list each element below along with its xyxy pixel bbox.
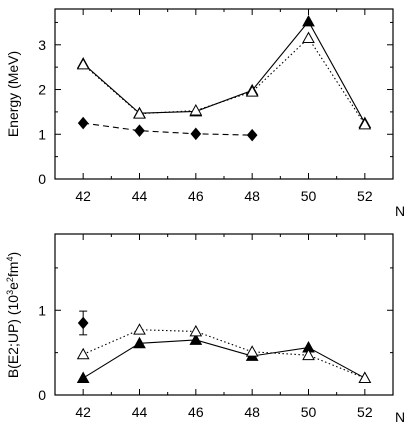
series-2-point (358, 117, 372, 130)
series-3-point (77, 316, 89, 330)
x-tick-label: 42 (75, 404, 91, 420)
x-tick-label: 44 (132, 188, 148, 204)
x-tick-label: 46 (188, 188, 204, 204)
series-3-point (246, 128, 258, 142)
y-axis-label: Energy (MeV) (5, 51, 21, 137)
y-tick-label: 1 (38, 302, 46, 318)
y-tick-label: 3 (38, 37, 46, 53)
series-1-line (82, 339, 366, 379)
series-2-point (133, 107, 146, 119)
x-tick-label: 44 (132, 404, 148, 420)
series-2-point (245, 345, 259, 357)
x-tick-label: 48 (244, 188, 260, 204)
series-2-point (358, 371, 372, 383)
plot-frame (54, 233, 394, 396)
x-tick-label: 50 (301, 188, 317, 204)
y-tick-label: 1 (38, 126, 46, 142)
series-2-point (76, 57, 90, 70)
series-1-line (82, 20, 366, 124)
y-tick-label: 0 (38, 387, 46, 403)
x-tick-label: 46 (188, 404, 204, 420)
series-2-point (133, 323, 146, 335)
y-tick-label: 2 (38, 82, 46, 98)
series-2-point (189, 104, 203, 116)
series-2-line (82, 329, 366, 379)
series-1-point (302, 14, 315, 27)
series-2-point (76, 347, 90, 360)
x-tick-label: 52 (357, 404, 373, 420)
plot-frame (54, 8, 394, 180)
x-tick-label: 50 (301, 404, 317, 420)
y-axis-label: B(E2;UP) (103e2fm4) (5, 252, 21, 378)
x-tick-label: 42 (75, 188, 91, 204)
energy-panel: 42 44 46 48 50 52 0 1 2 3 N Energy (MeV) (5, 8, 405, 219)
series-3-line (83, 122, 253, 136)
series-3-point (190, 127, 202, 141)
series-1-point (133, 336, 146, 349)
series-1-point (76, 371, 90, 383)
be2-panel: 42 44 46 48 50 52 0 1 N B(E2;UP) (103e2fm4) (5, 233, 405, 425)
x-tick-label: 48 (244, 404, 260, 420)
x-axis-label: N (395, 203, 405, 219)
series-3-point (134, 124, 145, 137)
x-axis-label: N (395, 409, 405, 425)
series-2-point (189, 324, 203, 337)
series-2-point (302, 348, 315, 361)
series-2-point (302, 31, 315, 43)
series-1-point (189, 333, 203, 345)
x-tick-label: 52 (357, 188, 373, 204)
series-3-point (77, 116, 89, 130)
series-2-line (82, 37, 366, 125)
series-2-point (245, 85, 259, 97)
y-tick-label: 0 (38, 171, 46, 187)
